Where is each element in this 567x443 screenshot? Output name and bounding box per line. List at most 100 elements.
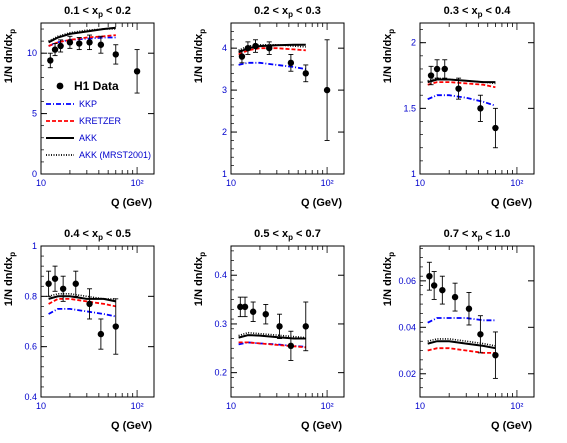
y-axis-label: 1/N dn/dxp	[382, 252, 396, 307]
x-tick-label: 10²	[510, 178, 523, 188]
y-tick-label: 0.4	[214, 270, 227, 280]
data-point	[492, 351, 499, 359]
plot-frame	[40, 245, 155, 398]
data-point	[302, 323, 309, 330]
y-tick-label: 0.4	[24, 392, 37, 402]
series-akk	[427, 340, 496, 350]
data-point	[441, 65, 448, 73]
series-kretzer	[427, 81, 496, 89]
data-point	[249, 308, 257, 315]
data-point	[465, 305, 473, 312]
y-tick-label: 0.3	[214, 319, 227, 329]
data-point	[262, 310, 269, 318]
data-point	[244, 44, 252, 52]
data-point	[59, 285, 67, 292]
panel-4: 0.4 < xp < 0.5 1/N dn/dxp Q (GeV) 0.4 0.6 0.8…	[3, 228, 155, 432]
panel-title: 0.1 < xp < 0.2	[64, 5, 131, 19]
data-point	[47, 57, 54, 64]
x-tick-label: 10²	[321, 401, 334, 411]
series-akk-mrst2001	[427, 338, 496, 347]
data-point	[492, 124, 499, 132]
legend-label: AKK (MRST2001)	[79, 150, 151, 160]
data-point	[76, 40, 83, 47]
x-tick-label: 10	[36, 401, 46, 411]
data-point	[66, 39, 74, 46]
data-point	[112, 51, 119, 58]
plot-frame	[40, 22, 155, 175]
data-point	[97, 41, 105, 48]
legend-label: AKK	[79, 133, 97, 143]
series-kretzer	[427, 347, 496, 354]
series-kretzer	[238, 341, 306, 349]
data-point	[276, 323, 283, 330]
series-kkp	[48, 307, 116, 318]
plot-frame	[230, 245, 345, 398]
panel-title: 0.3 < xp < 0.4	[444, 5, 512, 19]
data-point	[455, 85, 462, 92]
y-tick-label: 0.8	[24, 291, 37, 301]
panel-1: 0.1 < xp < 0.2 1/N dn/dxp Q (GeV) 0 5 10 10 10²	[3, 5, 155, 209]
panel-title: 0.2 < xp < 0.3	[254, 5, 321, 19]
data-point	[430, 282, 438, 289]
x-axis-label: Q (GeV)	[111, 197, 152, 209]
x-tick-label: 10	[36, 178, 46, 188]
y-axis-label: 1/N dn/dxp	[193, 29, 207, 84]
series-akk-mrst2001	[238, 43, 306, 52]
x-axis-label: Q (GeV)	[301, 197, 342, 209]
series-kkp	[427, 94, 496, 107]
x-axis-label: Q (GeV)	[491, 420, 532, 432]
data-point	[241, 303, 249, 311]
y-tick-label: 1.5	[403, 103, 416, 113]
panel-title: 0.5 < xp < 0.7	[254, 228, 321, 242]
data-point	[477, 331, 484, 338]
panel-3: 0.3 < xp < 0.4 1/N dn/dxp Q (GeV) 1 1.5 2 10 10…	[382, 5, 535, 209]
data-point	[238, 53, 246, 60]
data-point	[86, 39, 93, 46]
data-point	[51, 46, 59, 53]
y-tick-label: 3	[222, 85, 227, 95]
y-tick-label: 0.04	[398, 322, 416, 332]
legend-label: KKP	[79, 99, 97, 109]
y-tick-label: 5	[32, 109, 37, 119]
y-tick-label: 1	[411, 169, 416, 179]
data-point	[439, 286, 446, 294]
series-kretzer	[48, 297, 116, 308]
x-tick-label: 10²	[131, 178, 144, 188]
x-axis-label: Q (GeV)	[111, 420, 152, 432]
panel-5: 0.5 < xp < 0.7 1/N dn/dxp Q (GeV) 0.2 0.3 0.4…	[193, 228, 345, 432]
y-tick-label: 0.6	[24, 342, 37, 352]
y-tick-label: 2	[411, 38, 416, 48]
data-point	[323, 86, 331, 94]
data-point	[237, 303, 244, 311]
series-akk	[238, 334, 306, 340]
data-point	[97, 330, 105, 338]
legend-marker-data	[56, 82, 64, 90]
data-point	[477, 105, 484, 112]
series-akk-mrst2001	[48, 292, 116, 300]
data-point	[287, 59, 295, 67]
data-point	[57, 42, 64, 50]
x-axis-label: Q (GeV)	[301, 420, 342, 432]
y-tick-label: 0.06	[398, 276, 416, 286]
series-akk	[48, 26, 116, 44]
x-tick-label: 10	[226, 401, 236, 411]
data-point	[266, 44, 273, 52]
data-point	[451, 293, 459, 301]
y-axis-label: 1/N dn/dxp	[382, 29, 396, 84]
plot-frame	[419, 245, 535, 398]
data-point	[45, 280, 52, 287]
panel-2: 0.2 < xp < 0.3 1/N dn/dxp Q (GeV) 1 2 3 4 10 10²	[193, 5, 345, 209]
data-point	[252, 42, 259, 50]
y-axis-label: 1/N dn/dxp	[193, 252, 207, 307]
legend-label: KRETZER	[79, 116, 122, 126]
x-tick-label: 10	[415, 401, 425, 411]
data-point	[302, 70, 309, 77]
data-point	[86, 300, 93, 308]
legend-label-data: H1 Data	[74, 79, 119, 93]
series-kretzer	[48, 34, 116, 47]
legend: H1 Data KKP KRETZER AKK AKK (MRST2001)	[46, 79, 151, 160]
panel-title: 0.4 < xp < 0.5	[64, 228, 131, 242]
series-kkp	[427, 317, 496, 324]
data-point	[112, 323, 119, 330]
